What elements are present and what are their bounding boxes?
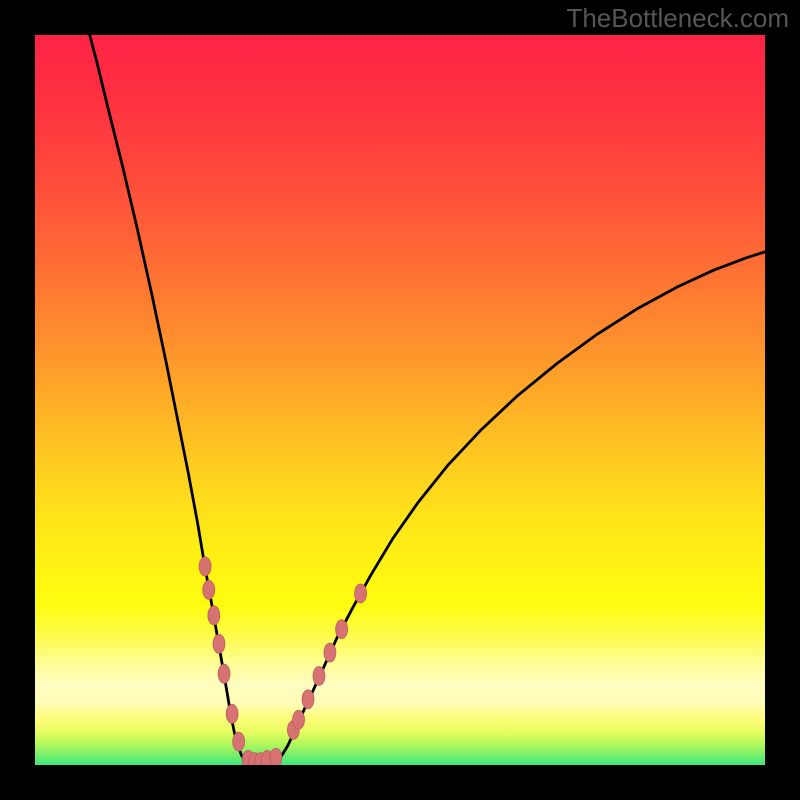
data-marker bbox=[293, 710, 305, 729]
data-marker bbox=[336, 620, 348, 639]
data-marker bbox=[213, 634, 225, 653]
data-marker bbox=[355, 584, 367, 603]
data-marker bbox=[270, 748, 282, 765]
data-marker bbox=[208, 606, 220, 625]
gradient-background bbox=[35, 35, 765, 765]
data-marker bbox=[233, 732, 245, 751]
watermark-text: TheBottleneck.com bbox=[566, 3, 789, 34]
data-marker bbox=[226, 704, 238, 723]
data-marker bbox=[324, 643, 336, 662]
plot-svg bbox=[35, 35, 765, 765]
data-marker bbox=[313, 666, 325, 685]
data-marker bbox=[199, 557, 211, 576]
data-marker bbox=[302, 690, 314, 709]
data-marker bbox=[203, 580, 215, 599]
plot-area bbox=[35, 35, 765, 765]
data-marker bbox=[218, 664, 230, 683]
chart-frame: TheBottleneck.com bbox=[0, 0, 800, 800]
